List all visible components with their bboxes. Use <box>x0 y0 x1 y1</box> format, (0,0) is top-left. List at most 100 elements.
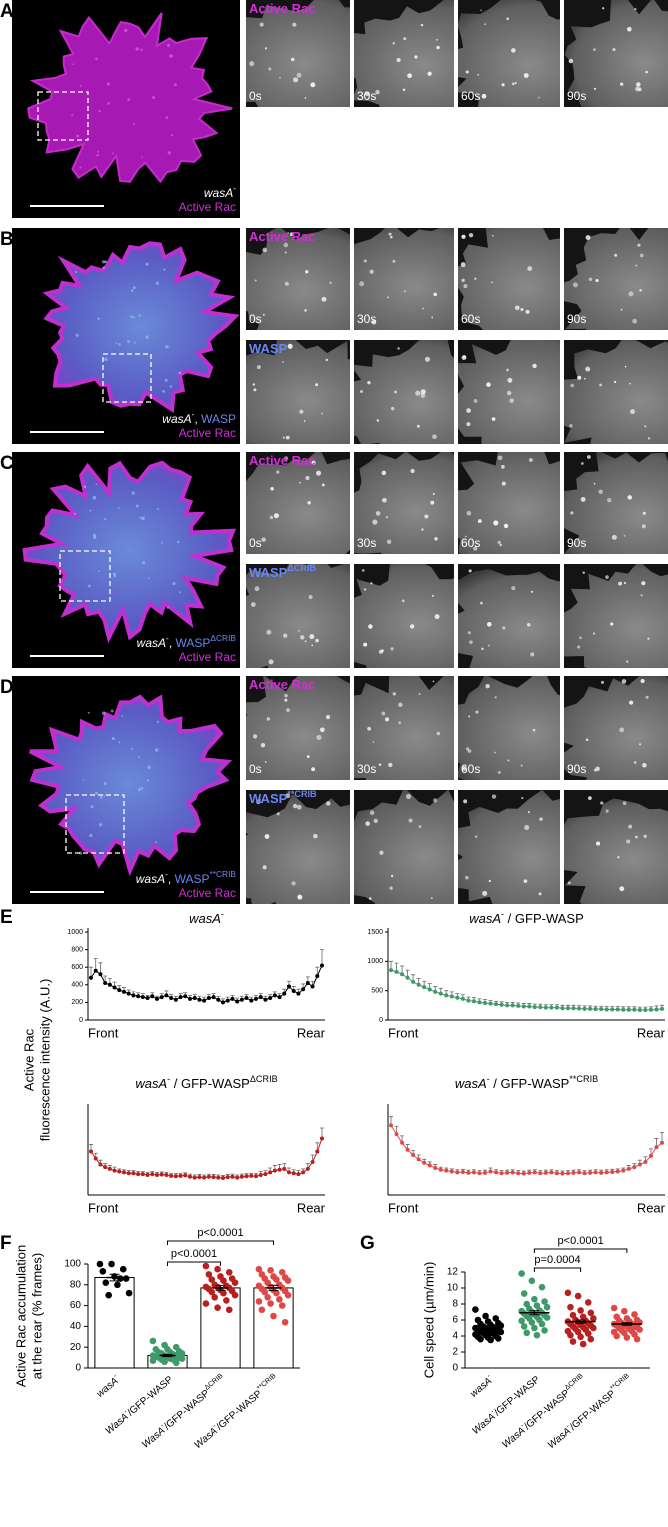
micrograph <box>564 0 668 107</box>
text-segment: wasA <box>162 412 191 426</box>
point <box>278 1269 286 1276</box>
speckle <box>71 114 74 117</box>
cell-label: Active Rac <box>179 200 236 214</box>
point <box>320 1136 324 1141</box>
cell-label: wasA- <box>204 183 236 200</box>
speckle <box>156 720 160 724</box>
speckle <box>388 232 392 236</box>
point <box>389 1123 393 1128</box>
point <box>225 1175 230 1180</box>
panel-letter: A <box>0 1 14 22</box>
text-segment: wasA <box>135 1076 167 1091</box>
point <box>582 1171 587 1176</box>
speckle <box>568 58 574 64</box>
point <box>192 996 197 1000</box>
point <box>610 1007 615 1012</box>
y-tick-label: 200 <box>71 999 83 1006</box>
speckle <box>166 606 169 609</box>
speckle <box>259 22 264 27</box>
speckle <box>635 86 640 92</box>
point <box>466 998 471 1003</box>
speckle <box>378 649 383 654</box>
point <box>621 1307 628 1315</box>
point <box>114 1281 121 1289</box>
bracket <box>167 1240 274 1245</box>
speckle <box>382 497 387 503</box>
text-segment: - <box>519 1422 526 1429</box>
point <box>272 1168 277 1173</box>
speckle <box>619 886 625 892</box>
speckle <box>501 83 505 87</box>
speckle <box>99 796 103 799</box>
speckle <box>73 512 76 515</box>
y-tick-label: 6 <box>452 1315 458 1326</box>
cell <box>246 452 350 554</box>
speckle <box>523 879 528 883</box>
speckle <box>392 259 396 263</box>
text-segment: **CRIB <box>610 1373 632 1393</box>
point <box>433 989 438 994</box>
channel-label: Active Rac <box>249 229 315 244</box>
point <box>149 1337 157 1345</box>
speckle <box>430 500 435 505</box>
point <box>494 1002 499 1007</box>
point <box>255 1265 263 1273</box>
point <box>202 998 207 1003</box>
point <box>107 1166 112 1171</box>
speckle <box>165 345 169 349</box>
micrograph <box>354 0 454 107</box>
speckle <box>118 741 121 744</box>
speckle <box>645 70 648 74</box>
speckle <box>308 595 313 600</box>
point <box>202 1175 207 1180</box>
point <box>543 1314 551 1321</box>
error-bar <box>215 1285 226 1291</box>
speckle <box>484 23 487 26</box>
point <box>654 1007 659 1012</box>
speckle <box>112 152 115 155</box>
speckle <box>488 879 491 883</box>
point <box>282 1166 287 1171</box>
y-tick-label: 20 <box>70 1342 82 1353</box>
point <box>178 1355 186 1362</box>
point <box>571 1170 576 1175</box>
point <box>543 1303 551 1311</box>
point <box>315 1149 320 1154</box>
speckle <box>585 738 589 742</box>
speckle <box>468 232 474 238</box>
x-tick-label: wasA- <box>467 1372 496 1399</box>
speckle <box>375 511 381 516</box>
point <box>164 1172 169 1177</box>
point <box>626 1007 631 1012</box>
point <box>287 1170 291 1175</box>
speckle <box>581 462 584 465</box>
speckle <box>432 434 437 440</box>
point <box>482 1312 489 1320</box>
panel-letter: G <box>360 1233 375 1254</box>
speckle <box>644 425 647 428</box>
speckle <box>89 509 92 512</box>
point <box>155 996 159 1001</box>
point <box>282 991 287 996</box>
text-segment: / GFP-WASP <box>504 911 584 926</box>
y-tick-label: 100 <box>64 1259 81 1270</box>
speckle <box>365 821 371 826</box>
point <box>273 1289 280 1297</box>
speckle <box>620 308 623 311</box>
point <box>577 1333 584 1341</box>
speckle <box>520 307 524 311</box>
speckle <box>621 679 627 684</box>
speckle <box>583 377 586 380</box>
point <box>159 995 164 1000</box>
point <box>223 1297 230 1304</box>
point <box>244 1174 249 1179</box>
point <box>532 1005 537 1010</box>
speckle <box>169 54 173 58</box>
speckle <box>463 799 468 804</box>
speckle <box>642 511 646 515</box>
speckle <box>477 519 482 524</box>
speckle <box>525 309 530 314</box>
speckle <box>266 717 271 721</box>
speckle <box>398 702 403 708</box>
speckle <box>629 382 631 385</box>
